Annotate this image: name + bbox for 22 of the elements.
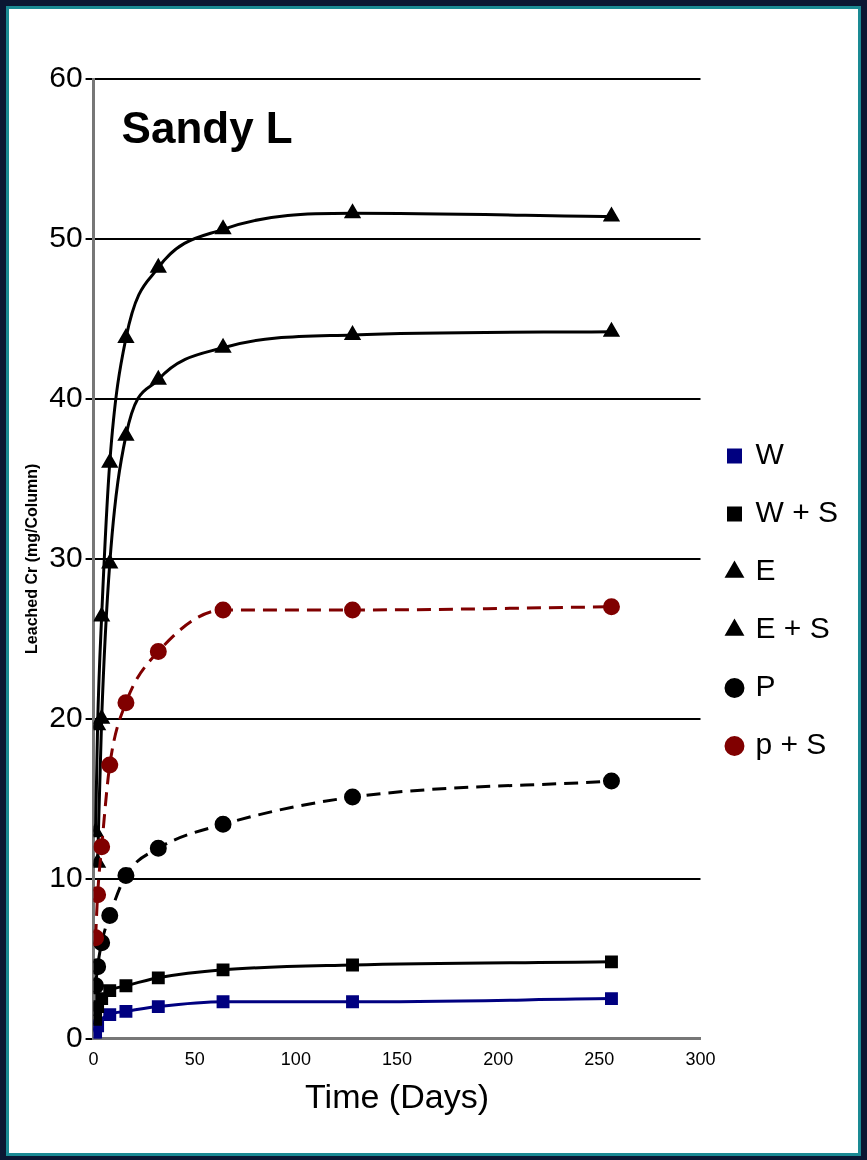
legend-label: E + S xyxy=(755,611,830,645)
legend-label: P xyxy=(755,669,776,703)
legend-label: W xyxy=(755,437,785,471)
x-tick-label: 150 xyxy=(382,1049,413,1070)
legend-label: p + S xyxy=(755,727,827,761)
x-tick-label: 300 xyxy=(685,1049,716,1070)
y-tick-label: 40 xyxy=(49,380,83,414)
x-axis-title: Time (Days) xyxy=(305,1076,489,1115)
x-tick-label: 0 xyxy=(88,1049,99,1070)
legend-label: E xyxy=(755,553,776,587)
y-tick-label: 60 xyxy=(49,60,83,94)
text: Sandy L xyxy=(121,103,293,153)
x-tick-label: 50 xyxy=(184,1049,205,1070)
legend-label: W + S xyxy=(755,495,838,529)
x-tick-label: 250 xyxy=(584,1049,615,1070)
x-tick-label: 200 xyxy=(483,1049,514,1070)
x-tick-label: 100 xyxy=(280,1049,311,1070)
y-tick-label: 50 xyxy=(49,220,83,254)
y-tick-label: 30 xyxy=(49,540,83,574)
y-tick-label: 20 xyxy=(49,700,83,733)
y-tick-label: 10 xyxy=(49,859,83,893)
y-axis-title: Leached Cr (mg/Column) xyxy=(23,463,41,654)
